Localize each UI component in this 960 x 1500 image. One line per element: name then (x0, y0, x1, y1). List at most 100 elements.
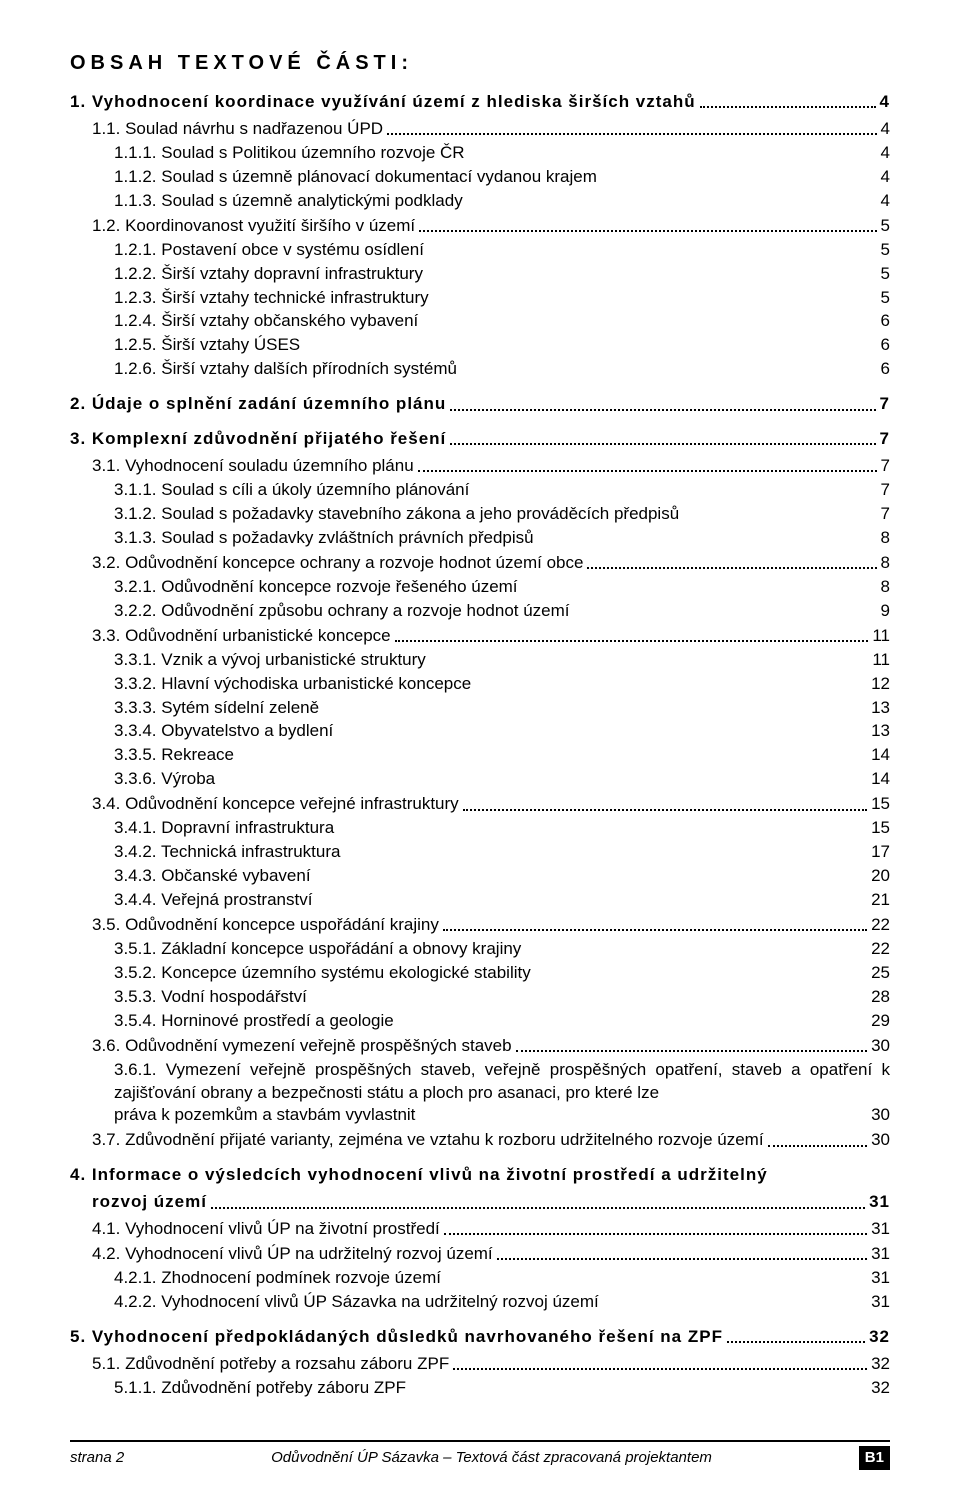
toc-text: práva k pozemkům a stavbám vyvlastnit (114, 1104, 415, 1127)
toc-level2: 3.4. Odůvodnění koncepce veřejné infrast… (92, 793, 890, 816)
toc-text: 3. Komplexní zdůvodnění přijatého řešení (70, 428, 446, 451)
toc-leader (395, 625, 869, 642)
toc-level3: 3.4.1. Dopravní infrastruktura15 (114, 817, 890, 840)
toc-text: 3.4. Odůvodnění koncepce veřejné infrast… (92, 793, 459, 816)
toc-page: 4 (881, 118, 890, 141)
toc-text: 3.2.1. Odůvodnění koncepce rozvoje řešen… (114, 576, 866, 599)
toc-page: 32 (869, 1326, 890, 1349)
toc-text: 4.2.1. Zhodnocení podmínek rozvoje území (114, 1267, 866, 1290)
toc-text: 1.2.3. Širší vztahy technické infrastruk… (114, 287, 866, 310)
toc-level3: 1.2.3. Širší vztahy technické infrastruk… (114, 287, 890, 310)
toc-level2: 5.1. Zdůvodnění potřeby a rozsahu záboru… (92, 1353, 890, 1376)
toc-level1: 4. Informace o výsledcích vyhodnocení vl… (70, 1164, 890, 1187)
toc-leader (516, 1035, 867, 1052)
toc-text: 1.2. Koordinovanost využití širšího v úz… (92, 215, 415, 238)
toc-text: 3.4.2. Technická infrastruktura (114, 841, 866, 864)
toc-page: 30 (871, 1104, 890, 1127)
toc-text: 3.6.1. Vymezení veřejně prospěšných stav… (114, 1059, 890, 1105)
toc-text: 4.2. Vyhodnocení vlivů ÚP na udržitelný … (92, 1243, 493, 1266)
toc-leader (727, 1326, 865, 1343)
toc-page: 13 (866, 697, 890, 720)
toc-page: 14 (866, 744, 890, 767)
toc-text: 3.1.3. Soulad s požadavky zvláštních prá… (114, 527, 866, 550)
toc-text: 1.1.3. Soulad s územně analytickými podk… (114, 190, 866, 213)
toc-page: 5 (881, 215, 890, 238)
toc-level3: 3.1.3. Soulad s požadavky zvláštních prá… (114, 527, 890, 550)
toc-text: 1.2.2. Širší vztahy dopravní infrastrukt… (114, 263, 866, 286)
toc-page: 30 (871, 1129, 890, 1152)
toc-level2: 3.1. Vyhodnocení souladu územního plánu7 (92, 455, 890, 478)
toc-text: 5.1. Zdůvodnění potřeby a rozsahu záboru… (92, 1353, 449, 1376)
toc-page: 31 (866, 1267, 890, 1290)
toc-level2: 3.3. Odůvodnění urbanistické koncepce11 (92, 625, 890, 648)
toc-text: 1.2.4. Širší vztahy občanského vybavení (114, 310, 866, 333)
toc-page: 8 (866, 576, 890, 599)
toc-level3: 3.4.3. Občanské vybavení20 (114, 865, 890, 888)
toc-page: 20 (866, 865, 890, 888)
toc-level3: 3.1.2. Soulad s požadavky stavebního zák… (114, 503, 890, 526)
toc-text: 3.2.2. Odůvodnění způsobu ochrany a rozv… (114, 600, 866, 623)
toc-level1-cont: rozvoj území31 (92, 1191, 890, 1214)
toc-text: 1.2.6. Širší vztahy dalších přírodních s… (114, 358, 866, 381)
toc-level3: 3.2.1. Odůvodnění koncepce rozvoje řešen… (114, 576, 890, 599)
toc-leader (211, 1191, 865, 1208)
toc-level3: 3.5.2. Koncepce územního systému ekologi… (114, 962, 890, 985)
toc-text: 3.3. Odůvodnění urbanistické koncepce (92, 625, 391, 648)
footer-left: strana 2 (70, 1448, 124, 1468)
toc-page: 4 (880, 91, 890, 114)
toc-page: 7 (880, 393, 890, 416)
page-title: OBSAH TEXTOVÉ ČÁSTI: (70, 50, 890, 77)
toc-page: 8 (881, 552, 890, 575)
toc-leader (700, 91, 876, 108)
toc-level3: 1.1.2. Soulad s územně plánovací dokumen… (114, 166, 890, 189)
toc-level3: 3.5.1. Základní koncepce uspořádání a ob… (114, 938, 890, 961)
toc-level3: 4.2.1. Zhodnocení podmínek rozvoje území… (114, 1267, 890, 1290)
page-footer: strana 2 Odůvodnění ÚP Sázavka – Textová… (70, 1440, 890, 1470)
toc-leader (450, 428, 875, 445)
toc-page: 4 (866, 166, 890, 189)
toc-page: 6 (866, 334, 890, 357)
toc-page: 15 (871, 793, 890, 816)
toc-level3: 3.4.2. Technická infrastruktura17 (114, 841, 890, 864)
toc-page: 7 (880, 428, 890, 451)
toc-level3: 3.5.3. Vodní hospodářství28 (114, 986, 890, 1009)
toc-text: 3.3.6. Výroba (114, 768, 866, 791)
toc-level3: 1.2.6. Širší vztahy dalších přírodních s… (114, 358, 890, 381)
toc-text: 3.5.1. Základní koncepce uspořádání a ob… (114, 938, 866, 961)
toc-leader (444, 1218, 867, 1235)
toc-page: 22 (866, 938, 890, 961)
toc-level3: 3.5.4. Horninové prostředí a geologie29 (114, 1010, 890, 1033)
toc-level3: 1.2.2. Širší vztahy dopravní infrastrukt… (114, 263, 890, 286)
toc-text: 2. Údaje o splnění zadání územního plánu (70, 393, 446, 416)
toc-level3: 3.3.2. Hlavní východiska urbanistické ko… (114, 673, 890, 696)
toc-text: 5. Vyhodnocení předpokládaných důsledků … (70, 1326, 723, 1349)
toc-level3: 1.2.5. Širší vztahy ÚSES6 (114, 334, 890, 357)
toc-text: 3.3.3. Sytém sídelní zeleně (114, 697, 866, 720)
toc-page: 5 (866, 239, 890, 262)
toc-level2: 4.1. Vyhodnocení vlivů ÚP na životní pro… (92, 1218, 890, 1241)
toc-level3: 3.3.4. Obyvatelstvo a bydlení13 (114, 720, 890, 743)
toc-leader (768, 1129, 868, 1146)
toc-text: rozvoj území (92, 1191, 207, 1214)
toc-page: 22 (871, 914, 890, 937)
toc-level2: 3.5. Odůvodnění koncepce uspořádání kraj… (92, 914, 890, 937)
toc-page: 29 (866, 1010, 890, 1033)
toc-level2: 1.2. Koordinovanost využití širšího v úz… (92, 215, 890, 238)
toc-text: 3.4.4. Veřejná prostranství (114, 889, 866, 912)
toc-level3: 3.3.3. Sytém sídelní zeleně13 (114, 697, 890, 720)
toc-text: 5.1.1. Zdůvodnění potřeby záboru ZPF (114, 1377, 866, 1400)
toc-level2: 3.6. Odůvodnění vymezení veřejně prospěš… (92, 1035, 890, 1058)
toc-text: 4. Informace o výsledcích vyhodnocení vl… (70, 1164, 768, 1187)
footer-center: Odůvodnění ÚP Sázavka – Textová část zpr… (271, 1448, 712, 1468)
toc-text: 4.1. Vyhodnocení vlivů ÚP na životní pro… (92, 1218, 440, 1241)
toc-leader (418, 455, 877, 472)
toc-level2: 3.7. Zdůvodnění přijaté varianty, zejmén… (92, 1129, 890, 1152)
toc-text: 3.5. Odůvodnění koncepce uspořádání kraj… (92, 914, 439, 937)
toc-level3: 5.1.1. Zdůvodnění potřeby záboru ZPF32 (114, 1377, 890, 1400)
toc-leader (497, 1243, 867, 1260)
table-of-contents: 1. Vyhodnocení koordinace využívání územ… (70, 91, 890, 1400)
toc-level1: 5. Vyhodnocení předpokládaných důsledků … (70, 1326, 890, 1349)
toc-level1: 1. Vyhodnocení koordinace využívání územ… (70, 91, 890, 114)
toc-leader (453, 1353, 867, 1370)
toc-level3: 3.2.2. Odůvodnění způsobu ochrany a rozv… (114, 600, 890, 623)
